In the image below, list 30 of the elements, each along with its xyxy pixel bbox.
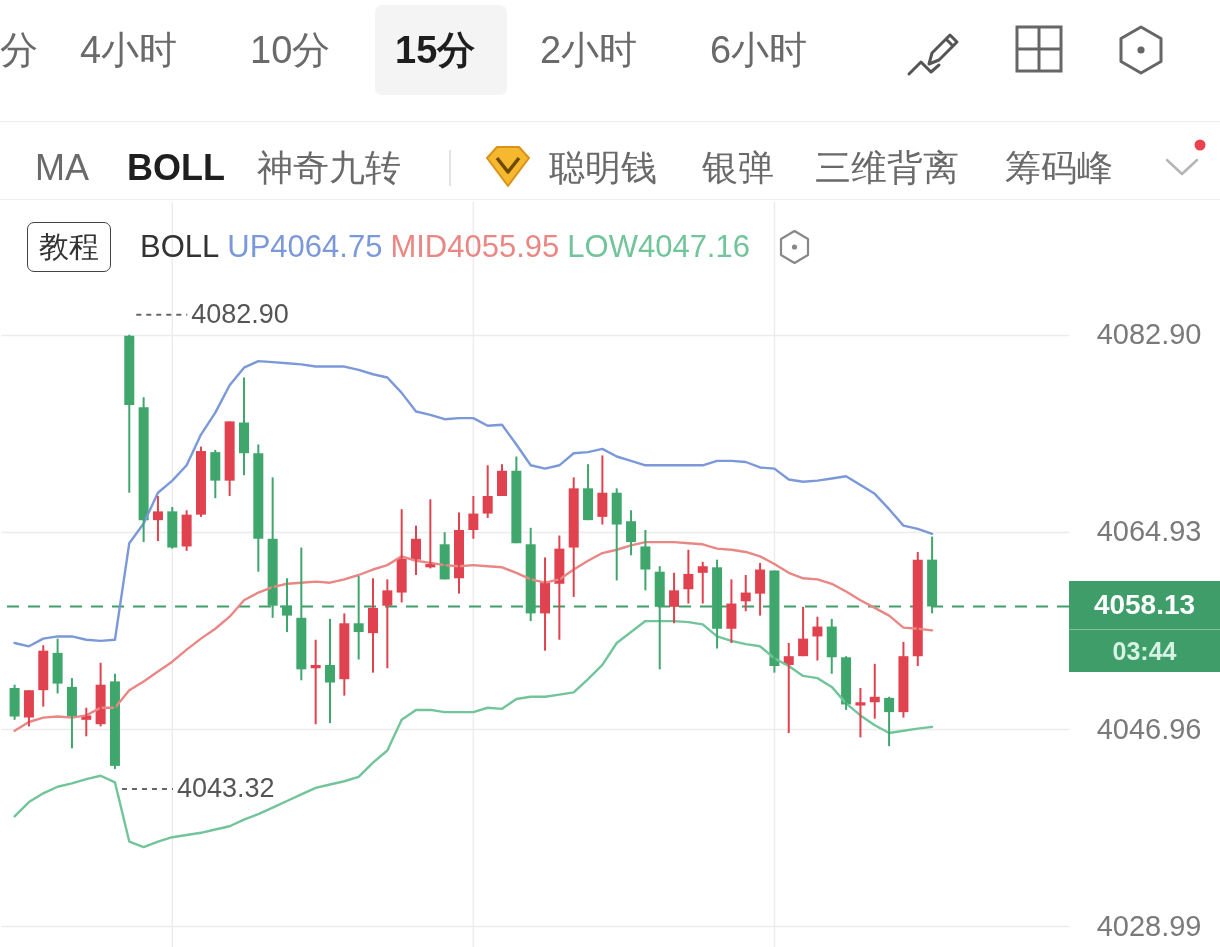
text: MA bbox=[35, 146, 89, 189]
text: 4小时 bbox=[80, 28, 178, 73]
text: 聪明钱 bbox=[549, 146, 657, 189]
candlestick bbox=[855, 687, 866, 739]
y-tick-label: 4082.90 bbox=[1096, 318, 1202, 351]
text: 神奇九转 bbox=[257, 146, 401, 189]
annotation: 4082.90 bbox=[191, 298, 289, 329]
y-tick-label: 4028.99 bbox=[1096, 909, 1202, 942]
legend-title: BOLL bbox=[140, 228, 220, 266]
text: 筹码峰 bbox=[1005, 146, 1113, 189]
line-series bbox=[13, 540, 934, 732]
text: UP4064.75 bbox=[227, 228, 383, 266]
text: 分 bbox=[0, 28, 38, 73]
text: 三维背离 bbox=[815, 146, 959, 189]
text: 6小时 bbox=[710, 28, 808, 73]
text: LOW4047.16 bbox=[567, 228, 750, 266]
y-tick-label: 4064.93 bbox=[1096, 515, 1202, 548]
text: 银弹 bbox=[702, 146, 774, 189]
button: 教程 bbox=[27, 222, 111, 272]
y-tick-label: 4046.96 bbox=[1096, 712, 1202, 745]
text: 15分 bbox=[395, 28, 476, 73]
annotation: 4043.32 bbox=[176, 772, 275, 803]
text: 10分 bbox=[250, 28, 331, 73]
text: 2小时 bbox=[540, 28, 638, 73]
text: 4058.13 bbox=[1092, 588, 1197, 623]
line-series bbox=[13, 359, 934, 648]
text: BOLL bbox=[127, 146, 225, 189]
text: 03:44 bbox=[1069, 629, 1220, 673]
text: MID4055.95 bbox=[390, 228, 560, 266]
line-series bbox=[13, 619, 934, 849]
